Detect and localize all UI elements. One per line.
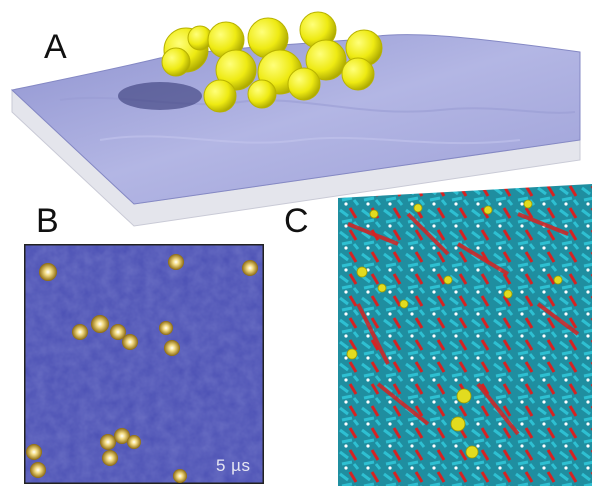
protein-shadow [118,82,202,110]
protein-cluster [161,11,383,113]
scale-bar-label: 5 µs [216,456,251,475]
panel-label-a: A [44,28,67,66]
panel-a-membrane-render [10,11,581,227]
panel-label-b: B [36,202,59,240]
afm-particles [26,254,258,483]
panel-b-afm-image [24,244,264,484]
panel-c-lipid-render [338,184,592,486]
yellow-lipid-domains [346,199,563,459]
panel-label-c: C [284,202,309,240]
membrane-top-surface [10,34,581,205]
